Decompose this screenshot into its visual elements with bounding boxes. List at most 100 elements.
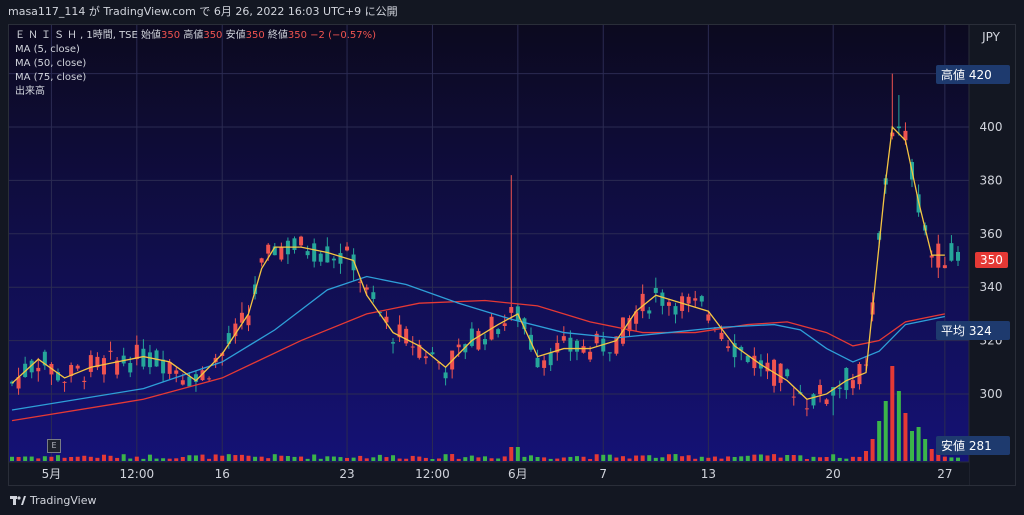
brand-name: TradingView: [30, 494, 97, 507]
candle-body: [82, 380, 87, 382]
volume-bar: [233, 455, 238, 461]
volume-bar: [384, 457, 389, 461]
candle-body: [266, 244, 271, 254]
volume-bar: [463, 457, 468, 461]
volume-bar: [292, 456, 297, 461]
volume-bar: [574, 456, 579, 461]
earnings-event-icon[interactable]: E: [47, 439, 61, 453]
candle-body: [686, 296, 691, 304]
volume-bar: [371, 457, 376, 461]
volume-bar: [174, 458, 179, 461]
ma50-legend[interactable]: MA (50, close): [15, 58, 87, 69]
chart-panel[interactable]: JPY3003203403603804004205月12:00162312:00…: [8, 24, 1016, 486]
price-chart[interactable]: JPY3003203403603804004205月12:00162312:00…: [9, 25, 1015, 485]
candle-body: [929, 255, 934, 258]
volume-bar: [791, 454, 796, 461]
volume-bar: [364, 458, 369, 461]
volume-bar: [23, 456, 28, 461]
volume-bar: [864, 451, 869, 461]
volume-bar: [765, 455, 770, 461]
volume-bar: [115, 457, 120, 461]
x-tick-label: 5月: [42, 467, 62, 481]
candle-body: [95, 356, 100, 368]
volume-bar: [949, 457, 954, 461]
volume-bar: [305, 458, 310, 461]
volume-bar: [502, 456, 507, 461]
candle-body: [437, 362, 442, 364]
header-de: で: [199, 5, 211, 18]
candle-body: [726, 346, 731, 349]
volume-legend[interactable]: 出来高: [15, 86, 45, 97]
volume-bar: [469, 455, 474, 461]
tradingview-logo-icon: [10, 495, 26, 505]
candle-body: [476, 331, 481, 350]
volume-bar: [620, 456, 625, 461]
open-label: 始値: [141, 30, 162, 41]
y-tick-label: 380: [980, 173, 1003, 187]
volume-bar: [450, 454, 455, 461]
candle-body: [706, 314, 711, 321]
symbol-timeframe: , 1時間, TSE: [80, 30, 138, 41]
candle-body: [358, 281, 363, 283]
candle-body: [896, 126, 901, 129]
symbol-name[interactable]: ＥＮＩＳＨ: [15, 30, 80, 41]
ma75-legend[interactable]: MA (75, close): [15, 72, 87, 83]
volume-bar: [699, 456, 704, 461]
volume-bar: [207, 458, 212, 461]
candle-body: [384, 316, 389, 323]
candle-body: [574, 340, 579, 352]
candle-body: [331, 258, 336, 261]
volume-bar: [923, 439, 928, 461]
volume-bar: [338, 457, 343, 461]
volume-bar: [101, 454, 106, 461]
candle-body: [55, 372, 60, 381]
site-name[interactable]: TradingView.com: [103, 5, 196, 18]
candle-body: [647, 310, 652, 314]
candle-body: [305, 251, 310, 256]
candle-body: [134, 344, 139, 360]
candle-body: [272, 246, 277, 256]
candle-body: [456, 344, 461, 348]
candle-body: [161, 359, 166, 374]
candle-body: [811, 394, 816, 406]
candle-body: [430, 352, 435, 355]
volume-bar: [187, 455, 192, 461]
candle-body: [128, 362, 133, 373]
volume-bar: [844, 458, 849, 461]
volume-bar: [647, 455, 652, 461]
volume-bar: [614, 457, 619, 461]
volume-bar: [88, 456, 93, 461]
candle-body: [410, 346, 415, 348]
volume-bar: [489, 458, 494, 461]
volume-bar: [719, 458, 724, 461]
volume-bar: [929, 449, 934, 461]
volume-bar: [752, 454, 757, 461]
volume-bar: [246, 455, 251, 461]
candle-body: [844, 367, 849, 391]
candle-body: [167, 362, 172, 374]
username[interactable]: masa117_114: [8, 5, 86, 18]
candle-body: [509, 307, 514, 313]
volume-bar: [877, 421, 882, 461]
candle-body: [857, 364, 862, 385]
volume-bar: [916, 427, 921, 461]
candle-body: [745, 355, 750, 362]
candle-body: [312, 243, 317, 262]
candle-body: [69, 365, 74, 377]
volume-bar: [456, 458, 461, 461]
volume-bar: [686, 455, 691, 461]
volume-bar: [857, 456, 862, 461]
volume-bar: [785, 455, 790, 461]
volume-bar: [200, 454, 205, 461]
candle-body: [246, 315, 251, 326]
candle-body: [627, 318, 632, 332]
candle-body: [752, 355, 757, 369]
candle-body: [200, 370, 205, 381]
candle-body: [443, 372, 448, 379]
candle-body: [29, 360, 34, 373]
tradingview-logo[interactable]: TradingView: [10, 494, 96, 507]
volume-bar: [601, 454, 606, 461]
volume-bar: [423, 457, 428, 461]
volume-bar: [345, 457, 350, 461]
ma5-legend[interactable]: MA (5, close): [15, 44, 80, 55]
